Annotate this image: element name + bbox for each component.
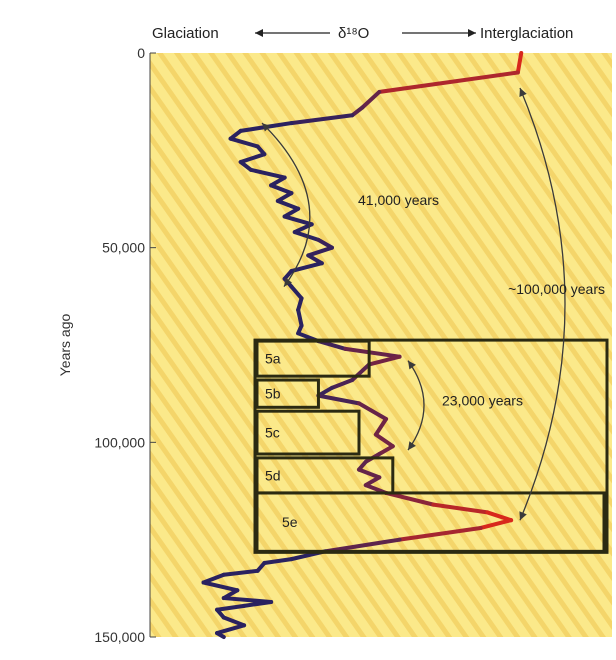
- series-0-segment-28: [296, 307, 304, 328]
- y-tick-label-1: 50,000: [102, 240, 145, 256]
- series-0-segment-39: [373, 416, 389, 437]
- series-0-segment-49: [485, 510, 514, 523]
- stage-label-5b: 5b: [265, 386, 281, 402]
- series-0-segment-11: [248, 167, 287, 180]
- annotations: 41,000 years ~100,000 years 23,000 years: [261, 87, 605, 521]
- series-0-segment-52: [323, 537, 402, 554]
- y-tick-label-2: 100,000: [94, 434, 145, 450]
- series-0-segment-9: [238, 152, 267, 165]
- header-arrowhead-left: [255, 29, 263, 37]
- series-0-segment-0: [515, 51, 524, 75]
- stage-box-5c: [255, 409, 361, 456]
- annotation-arrowhead-bottom-1: [519, 511, 527, 521]
- series-0-segment-10: [238, 160, 253, 172]
- series-0-segment-45: [363, 475, 382, 488]
- annotation-arrowhead-top-0: [262, 123, 271, 132]
- series-0-segment-15: [275, 198, 301, 211]
- stage-label-5a: 5a: [265, 351, 281, 367]
- series-0-segment-65: [215, 623, 247, 636]
- series-0-segment-1: [377, 70, 520, 94]
- series-0-segment-61: [242, 599, 274, 608]
- series-0-segment-23: [289, 261, 324, 274]
- series-0-segment-7: [228, 136, 260, 149]
- series-0-segment-27: [296, 296, 304, 312]
- stage-box-5a: [255, 339, 371, 378]
- annotation-arrowhead-bottom-0: [284, 277, 292, 287]
- series-0-segment-37: [316, 393, 361, 406]
- series-0-segment-66: [215, 631, 226, 639]
- series-0-segment-3: [350, 105, 365, 118]
- stage-box-5e: [255, 491, 606, 553]
- annotation-arrowhead-bottom-2: [408, 441, 416, 451]
- annotation-label-1: ~100,000 years: [508, 281, 605, 297]
- series-0-segment-56: [221, 568, 260, 577]
- series-0-segment-14: [275, 191, 294, 203]
- series-0-segment-12: [269, 175, 287, 188]
- series-0-segment-58: [201, 580, 240, 593]
- series-0-segment-33: [367, 354, 402, 367]
- series-0-segment-48: [431, 502, 490, 515]
- series-0-segment-13: [269, 183, 294, 196]
- series-0-segment-54: [262, 557, 294, 566]
- stage-label-5d: 5d: [265, 467, 281, 483]
- annotation-arrowhead-top-1: [519, 88, 527, 97]
- annotation-label-2: 23,000 years: [442, 392, 523, 408]
- stage-box-5b: [255, 378, 320, 409]
- series-0-segment-26: [289, 284, 304, 301]
- plot-background: [150, 53, 612, 637]
- x-label-middle: δ¹⁸O: [338, 25, 369, 42]
- annotation-arrow-1: [519, 87, 566, 521]
- series-0-segment-51: [397, 525, 483, 542]
- y-axis-label: Years ago: [57, 314, 73, 377]
- series-0-segment-38: [357, 401, 389, 421]
- series-0-segment-47: [384, 490, 436, 507]
- series-0-segment-19: [292, 230, 321, 242]
- series-0-segment-35: [329, 378, 355, 390]
- x-label-right: Interglaciation: [480, 25, 573, 42]
- series-0-segment-21: [306, 245, 334, 258]
- stage-label-5c: 5c: [265, 425, 280, 441]
- annotation-arrowhead-top-2: [408, 360, 416, 370]
- series-0-segment-62: [215, 603, 247, 612]
- y-tick-label-3: 150,000: [94, 629, 145, 645]
- header-arrowhead-right: [468, 29, 476, 37]
- annotation-arrow-0: [261, 122, 311, 287]
- series-0-segment-44: [357, 467, 382, 480]
- series-0-segment-2: [360, 89, 382, 110]
- series-0-segment-17: [282, 214, 314, 227]
- series-0-segment-4: [289, 113, 355, 126]
- series-0-segment-41: [377, 444, 395, 457]
- y-tick-label-0: 0: [137, 45, 145, 61]
- x-label-left: Glaciation: [152, 25, 219, 42]
- y-ticks: 0 50,000 100,000 150,000: [94, 45, 156, 645]
- series-0-segment-32: [343, 346, 402, 359]
- annotation-label-0: 41,000 years: [358, 192, 439, 208]
- annotation-arrow-2: [407, 360, 425, 451]
- series-0-segment-50: [478, 518, 514, 530]
- series-0-segment-64: [221, 615, 247, 628]
- stage-label-5e: 5e: [282, 514, 298, 530]
- series-0-segment-40: [373, 432, 395, 449]
- stage-boxes: 5a 5b 5c 5d 5e: [253, 338, 609, 554]
- series-0-segment-57: [201, 572, 226, 585]
